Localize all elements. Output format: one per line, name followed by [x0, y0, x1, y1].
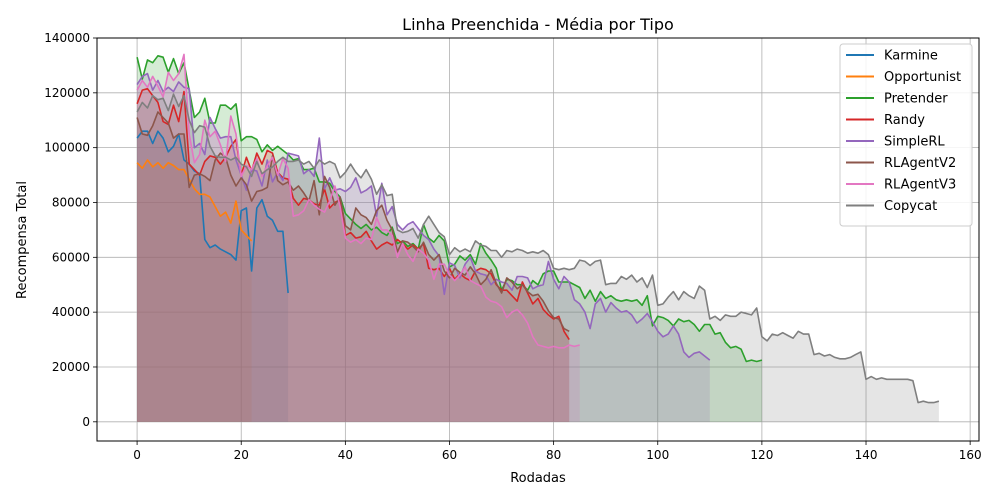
x-tick-label: 140 [855, 448, 878, 462]
x-tick-label: 40 [338, 448, 353, 462]
legend-label: RLAgentV2 [884, 156, 956, 171]
y-tick-label: 120000 [44, 86, 90, 100]
legend-label: Copycat [884, 199, 937, 214]
legend-label: Randy [884, 113, 925, 128]
series-areas [137, 54, 939, 422]
line-copycat [136, 93, 940, 404]
y-tick-label: 140000 [44, 31, 90, 45]
plot-frame [96, 37, 980, 442]
legend: Karmine Opportunist Pretender Randy SimpleRL… [839, 43, 973, 227]
y-tick-label: 0 [82, 415, 90, 429]
y-tick-label: 20000 [52, 360, 90, 374]
line-rlagentv2 [136, 111, 570, 333]
legend-label: Karmine [884, 49, 938, 64]
legend-label: Pretender [884, 92, 948, 107]
area-copycat [137, 94, 939, 422]
area-opportunist [137, 160, 252, 422]
x-tick-label: 80 [546, 448, 561, 462]
area-randy [137, 88, 570, 422]
line-simplerl [136, 72, 711, 361]
legend-box [839, 43, 973, 227]
y-tick-label: 40000 [52, 305, 90, 319]
area-pretender [137, 55, 762, 422]
x-tick-label: 60 [442, 448, 457, 462]
line-rlagentv3 [136, 53, 580, 349]
y-tick-label: 60000 [52, 250, 90, 264]
y-tick-label: 80000 [52, 195, 90, 209]
x-axis-label: Rodadas [510, 471, 566, 486]
x-tick-label: 100 [646, 448, 669, 462]
area-rlagentv2 [137, 112, 570, 422]
y-axis-label: Recompensa Total [15, 181, 30, 299]
line-opportunist [136, 159, 253, 242]
x-axis: 0 20 40 60 80 100 120 140 160 [133, 441, 982, 462]
x-tick-label: 0 [133, 448, 141, 462]
line-karmine [136, 130, 289, 294]
x-tick-label: 20 [234, 448, 249, 462]
legend-label: Opportunist [884, 70, 961, 85]
legend-label: RLAgentV3 [884, 178, 956, 193]
series-lines [136, 53, 940, 404]
chart-title: Linha Preenchida - Média por Tipo [402, 15, 674, 34]
legend-label: SimpleRL [884, 135, 945, 150]
y-axis: 0 20000 40000 60000 80000 100000 120000 140000 [44, 31, 97, 429]
x-tick-label: 160 [959, 448, 982, 462]
x-tick-label: 120 [750, 448, 773, 462]
area-karmine [137, 131, 289, 422]
area-rlagentv3 [137, 54, 580, 422]
y-tick-label: 100000 [44, 141, 90, 155]
